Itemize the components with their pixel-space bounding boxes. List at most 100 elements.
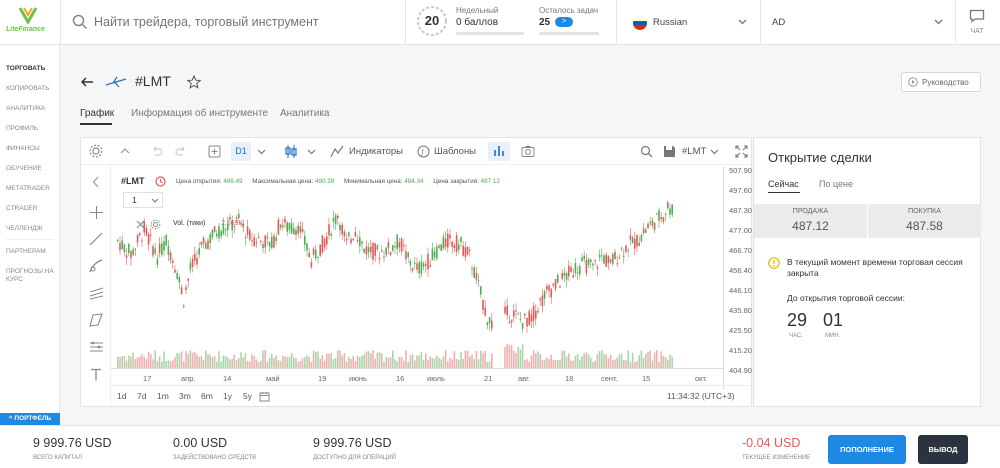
trendline-tool[interactable] — [81, 228, 111, 250]
sidebar-item-profile[interactable]: ПРОФИЛЬ — [6, 125, 39, 132]
sidebar-item-metatrader[interactable]: METATRADER — [6, 185, 50, 192]
sell-price[interactable]: 487.12 — [792, 219, 829, 233]
chat-label[interactable]: ЧАТ — [970, 28, 984, 35]
settings-icon[interactable] — [89, 144, 103, 158]
volume-bar — [282, 355, 284, 368]
add-icon[interactable] — [208, 145, 221, 158]
candle-body — [343, 231, 346, 236]
sidebar-item-forecasts[interactable]: ПРОГНОЗЫ НА КУРС — [6, 268, 54, 283]
volume-bar — [213, 356, 216, 368]
weekly-level-badge[interactable]: 20 — [416, 4, 448, 40]
timeframe-1y[interactable]: 1y — [223, 391, 232, 401]
fullscreen-icon[interactable] — [735, 145, 748, 158]
search-icon[interactable] — [640, 145, 653, 158]
portfolio-toggle[interactable]: ^ ПОРТФЕЛЬ — [0, 413, 60, 425]
timeframe-7d[interactable]: 7d — [137, 391, 147, 401]
guide-button[interactable]: Руководство — [901, 72, 981, 92]
timeframe-6m[interactable]: 6m — [201, 391, 213, 401]
undo-icon[interactable] — [151, 146, 163, 157]
candle-body — [521, 323, 524, 329]
timeframe-3m[interactable]: 3m — [179, 391, 191, 401]
volume-bar — [486, 361, 489, 368]
candle-body — [603, 255, 605, 264]
candle-body — [394, 246, 396, 248]
candle-body — [653, 222, 656, 231]
tab-instrument-info[interactable]: Информация об инструменте — [131, 108, 269, 119]
chevron-down-icon[interactable] — [710, 149, 719, 155]
volume-bar — [354, 361, 357, 368]
tab-analytics[interactable]: Аналитика — [280, 108, 330, 119]
candle-body — [524, 313, 526, 316]
search-icon — [72, 14, 88, 30]
close-icon[interactable] — [136, 220, 145, 229]
redo-icon[interactable] — [175, 146, 187, 157]
templates-button[interactable]: Шаблоны — [434, 146, 477, 157]
indicators-button[interactable]: Индикаторы — [349, 146, 404, 157]
sidebar-item-copy[interactable]: КОПИРОВАТЬ — [6, 85, 50, 92]
chevron-up-icon[interactable] — [120, 148, 130, 154]
save-icon[interactable] — [663, 145, 676, 158]
chat-icon[interactable] — [969, 9, 985, 23]
text-tool[interactable] — [81, 363, 111, 385]
time-tick-label: 17 — [143, 374, 152, 383]
volume-bar — [651, 360, 654, 368]
volume-bar — [330, 352, 332, 368]
language-select[interactable]: Russian — [653, 17, 688, 28]
back-arrow-icon[interactable] — [80, 77, 94, 87]
channel-tool[interactable] — [81, 282, 111, 304]
account-select[interactable]: AD — [772, 17, 786, 28]
tab-chart[interactable]: График — [80, 108, 115, 119]
sidebar-item-education[interactable]: ОБУЧЕНИЕ — [6, 165, 42, 172]
timeframe-1m[interactable]: 1m — [157, 391, 169, 401]
candle-body — [411, 268, 414, 271]
volume-bar — [649, 350, 651, 368]
pattern-tool[interactable] — [81, 336, 111, 358]
price-chart[interactable] — [111, 166, 723, 368]
tasks-badge[interactable]: > — [555, 17, 573, 27]
sidebar-item-finance[interactable]: ФИНАНСЫ — [6, 145, 40, 152]
chevron-down-icon[interactable] — [257, 149, 266, 155]
withdraw-button[interactable]: ВЫВОД — [918, 435, 968, 464]
interval-select[interactable]: D1 — [231, 142, 251, 161]
time-tick-label: май — [266, 374, 280, 383]
settings-icon[interactable] — [150, 219, 161, 230]
timeframe-5y[interactable]: 5y — [243, 391, 252, 401]
sidebar-item-analytics[interactable]: АНАЛИТИКА — [6, 105, 46, 112]
collapse-tools-button[interactable] — [81, 171, 111, 193]
candle-body — [317, 256, 319, 258]
volume-bar — [579, 359, 581, 368]
candle-body — [361, 241, 363, 244]
candles-icon[interactable] — [284, 144, 298, 159]
sidebar-item-trade[interactable]: ТОРГОВАТЬ — [6, 65, 46, 72]
deposit-button[interactable]: ПОПОЛНЕНИЕ — [828, 435, 906, 464]
pane-select[interactable]: 1 — [123, 192, 163, 208]
top-bar: LiteFinance 20 Недельный 0 баллов Остало… — [0, 0, 1000, 45]
toolbar-symbol[interactable]: #LMT — [682, 146, 707, 157]
volume-bar — [482, 352, 484, 368]
sidebar-item-ctrader[interactable]: CTRADER — [6, 205, 38, 212]
camera-icon[interactable] — [521, 145, 535, 157]
volume-bar — [411, 354, 414, 368]
candle-body — [482, 299, 484, 310]
volume-bar — [526, 359, 528, 368]
logo[interactable]: LiteFinance — [6, 6, 54, 40]
sidebar-item-partners[interactable]: ПАРТНЕРАМ — [6, 248, 46, 255]
tab-now[interactable]: Сейчас — [768, 179, 799, 189]
tab-by-price[interactable]: По цене — [819, 179, 854, 189]
price-tick-label: 466.70 — [729, 246, 752, 255]
compare-button[interactable] — [488, 142, 510, 161]
chevron-down-icon[interactable] — [738, 19, 747, 25]
chevron-down-icon[interactable] — [934, 19, 943, 25]
buy-price[interactable]: 487.58 — [906, 219, 943, 233]
sidebar-item-challenge[interactable]: ЧЕЛЛЕНДЖ — [6, 225, 43, 232]
volume-bar — [469, 356, 471, 368]
chevron-down-icon[interactable] — [307, 149, 316, 155]
search-input[interactable] — [94, 11, 394, 33]
star-icon[interactable] — [187, 75, 201, 89]
calendar-icon[interactable] — [259, 391, 270, 402]
shape-tool[interactable] — [81, 309, 111, 331]
crosshair-tool[interactable] — [81, 201, 111, 223]
timeframe-1d[interactable]: 1d — [117, 391, 127, 401]
candle-body — [605, 254, 607, 267]
brush-tool[interactable] — [81, 255, 111, 277]
